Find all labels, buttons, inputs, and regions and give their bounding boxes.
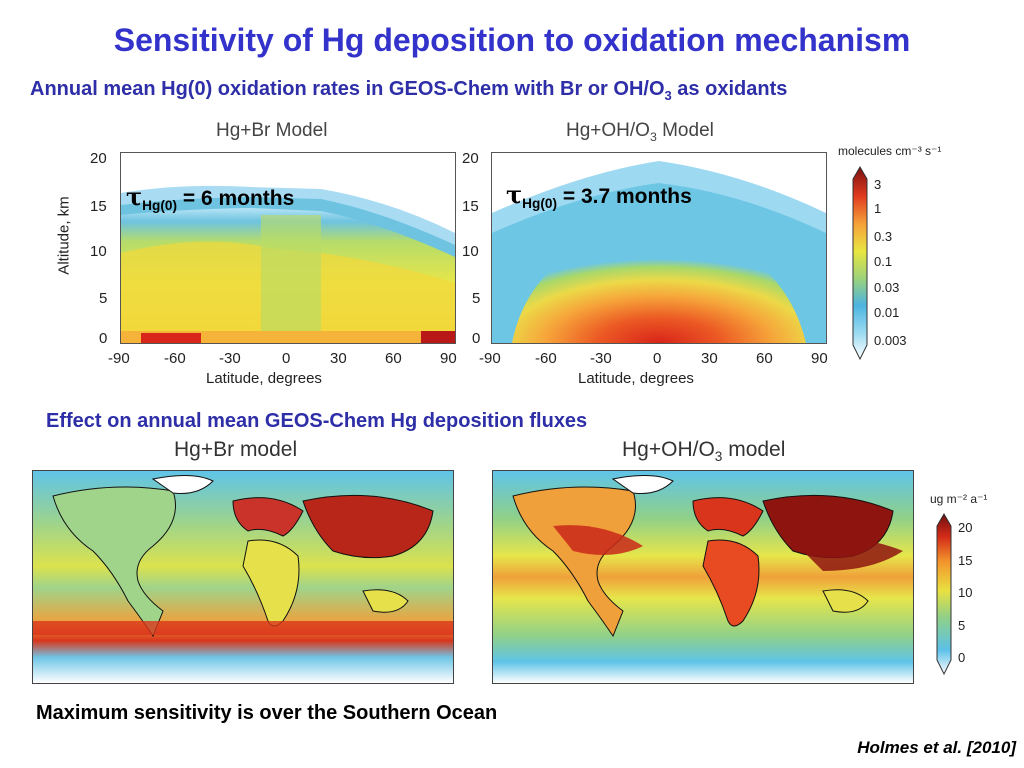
y-tick: 0 <box>99 330 108 347</box>
right-map-title: Hg+OH/O3 model <box>622 438 786 465</box>
x-tick: -60 <box>535 350 557 367</box>
hg-br-deposition-map <box>32 470 454 684</box>
y-tick: 5 <box>99 290 108 307</box>
conclusion-text: Maximum sensitivity is over the Southern… <box>36 702 498 724</box>
citation: Holmes et al. [2010] <box>857 738 1016 757</box>
x-tick: -90 <box>479 350 501 367</box>
y-tick: 15 <box>90 198 107 215</box>
colorbar-label: 15 <box>958 553 973 568</box>
y-tick: 10 <box>462 243 479 260</box>
hg-oh-o3-oxidation-panel <box>491 152 827 344</box>
x-tick: 0 <box>282 350 291 367</box>
colorbar-label: 10 <box>958 585 973 600</box>
y-tick: 5 <box>472 290 481 307</box>
x-tick: -90 <box>108 350 130 367</box>
colorbar-unit-map: ug m⁻² a⁻¹ <box>930 492 988 506</box>
y-tick: 0 <box>472 330 481 347</box>
x-tick: 60 <box>756 350 773 367</box>
x-tick: -30 <box>219 350 241 367</box>
x-tick: 30 <box>701 350 718 367</box>
x-axis-label-left: Latitude, degrees <box>206 370 322 387</box>
x-tick: 60 <box>385 350 402 367</box>
slide-subtitle: Annual mean Hg(0) oxidation rates in GEO… <box>30 78 788 103</box>
hg-br-oxidation-panel <box>120 152 456 344</box>
colorbar-label: 0.01 <box>874 305 900 320</box>
tau-br-label: τHg(0) = 6 months <box>126 182 295 214</box>
tau-oh-label: τHg(0) = 3.7 months <box>506 180 692 212</box>
x-tick: 90 <box>811 350 828 367</box>
y-tick: 20 <box>90 150 107 167</box>
left-panel-title: Hg+Br Model <box>216 120 328 141</box>
right-panel-title: Hg+OH/O3 Model <box>566 120 714 144</box>
colorbar-label: 0.1 <box>874 254 893 269</box>
colorbar-label: 1 <box>874 201 882 216</box>
y-tick: 20 <box>462 150 479 167</box>
hg-oh-o3-deposition-map <box>492 470 914 684</box>
colorbar-label: 20 <box>958 520 973 535</box>
x-tick: 30 <box>330 350 347 367</box>
colorbar-unit-top: molecules cm⁻³ s⁻¹ <box>838 144 942 158</box>
x-tick: -60 <box>164 350 186 367</box>
y-tick: 15 <box>462 198 479 215</box>
x-tick: -30 <box>590 350 612 367</box>
x-tick: 90 <box>440 350 457 367</box>
left-map-title: Hg+Br model <box>174 438 298 461</box>
colorbar-label: 3 <box>874 177 882 192</box>
y-axis-label: Altitude, km <box>55 196 73 275</box>
colorbar-label: 0.3 <box>874 229 893 244</box>
slide-title: Sensitivity of Hg deposition to oxidatio… <box>113 22 911 58</box>
section-title: Effect on annual mean GEOS-Chem Hg depos… <box>46 410 588 432</box>
y-tick: 10 <box>90 243 107 260</box>
colorbar-label: 0.03 <box>874 280 900 295</box>
colorbar-label: 0.003 <box>874 333 907 348</box>
x-axis-label-right: Latitude, degrees <box>578 370 694 387</box>
colorbar-label: 0 <box>958 650 966 665</box>
x-tick: 0 <box>653 350 662 367</box>
colorbar-label: 5 <box>958 618 966 633</box>
colorbar-top <box>852 166 868 361</box>
colorbar-map <box>936 513 952 676</box>
